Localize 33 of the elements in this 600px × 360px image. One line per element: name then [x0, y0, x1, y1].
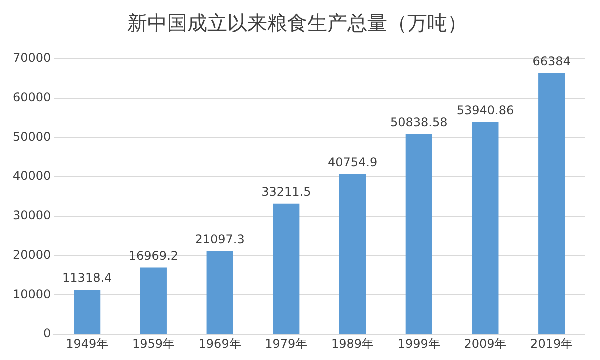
data-label: 66384 — [532, 54, 571, 68]
bar — [538, 73, 566, 334]
y-tick-label: 40000 — [12, 169, 52, 184]
data-label: 16969.2 — [128, 248, 179, 263]
bar — [206, 252, 234, 334]
x-tick-label: 1979年 — [265, 336, 308, 351]
x-tick-label: 1949年 — [66, 336, 109, 351]
x-tick-label: 1969年 — [198, 336, 242, 351]
data-label: 40754.9 — [328, 155, 378, 170]
bar — [406, 134, 432, 334]
y-tick-label: 10000 — [12, 287, 52, 302]
x-tick-label: 2019年 — [530, 336, 574, 351]
data-label: 11318.4 — [62, 271, 112, 286]
data-label: 53940.86 — [456, 103, 514, 118]
y-tick-label: 30000 — [12, 208, 52, 223]
bar — [472, 122, 499, 334]
y-tick-label: 0 — [44, 326, 52, 341]
chart-title: 新中国成立以来粮食生产总量（万吨） — [128, 11, 468, 36]
x-tick-label: 2009年 — [464, 336, 507, 351]
y-tick-label: 60000 — [12, 90, 52, 104]
bar — [140, 268, 167, 334]
bar — [273, 204, 300, 334]
data-label: 50838.58 — [390, 116, 448, 130]
bar — [74, 290, 101, 334]
x-tick-label: 1989年 — [331, 336, 374, 351]
x-tick-label: 1999年 — [398, 336, 440, 351]
y-tick-label: 50000 — [12, 130, 52, 144]
data-label: 33211.5 — [262, 184, 312, 199]
bar — [339, 174, 366, 334]
y-tick-label: 70000 — [12, 51, 52, 66]
x-tick-label: 1959年 — [132, 336, 175, 351]
data-label: 21097.3 — [195, 232, 245, 247]
y-tick-label: 20000 — [12, 248, 52, 262]
